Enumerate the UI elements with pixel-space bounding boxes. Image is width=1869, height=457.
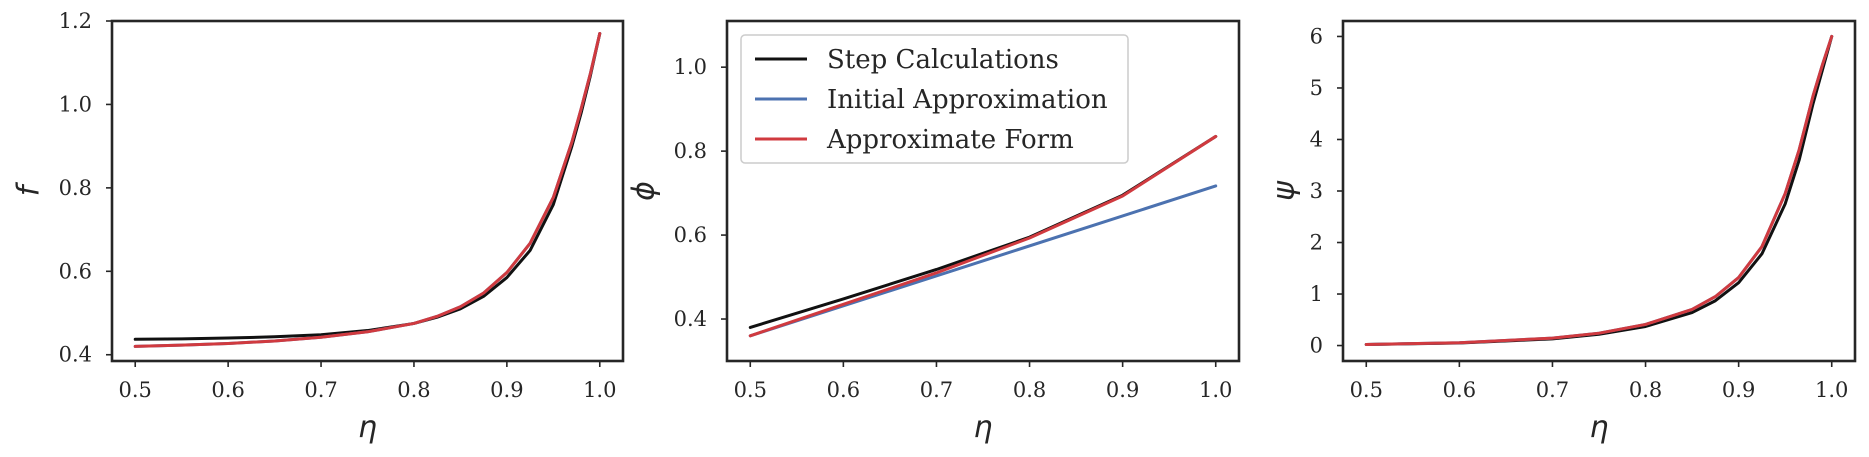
series-line-approximate-form xyxy=(1364,34,1834,347)
x-tick-label: 0.5 xyxy=(734,378,767,402)
y-tick-label: 5 xyxy=(1310,76,1323,100)
x-tick-label: 1.0 xyxy=(583,378,616,402)
y-axis-label: ϕ xyxy=(627,181,662,201)
y-tick-label: 0 xyxy=(1310,334,1323,358)
x-tick-label: 0.8 xyxy=(1013,378,1046,402)
series-line-initial-approximation xyxy=(133,32,602,348)
series-line-step-calculations xyxy=(748,134,1218,329)
y-tick-label: 4 xyxy=(1310,127,1323,151)
series-line-initial-approximation xyxy=(1364,34,1834,347)
plot-frame xyxy=(725,19,1241,363)
series-line-approximate-form xyxy=(133,32,602,348)
y-tick-label: 1 xyxy=(1310,282,1323,306)
legend-box xyxy=(740,34,1129,164)
x-tick-label: 0.8 xyxy=(397,378,430,402)
y-tick-label: 2 xyxy=(1310,231,1323,255)
series-group xyxy=(133,32,602,348)
chart-panel-2: 0.5 0.6 0.7 0.8 0.9 1.0 0.4 0.6 0.8 1.0 η ϕ Step Cal… xyxy=(627,19,1241,445)
x-tick-label: 0.6 xyxy=(1443,378,1476,402)
x-axis-label: η xyxy=(358,410,377,445)
legend-label: Approximate Form xyxy=(826,125,1074,155)
x-tick-label: 1.0 xyxy=(1199,378,1232,402)
legend-label: Step Calculations xyxy=(827,45,1059,75)
x-tick-label: 0.6 xyxy=(827,378,860,402)
legend-label: Initial Approximation xyxy=(827,85,1108,115)
chart-panel-3: 0.5 0.6 0.7 0.8 0.9 1.0 0 1 2 3 4 5 6 η ψ xyxy=(1267,19,1857,445)
y-axis-label: f xyxy=(12,181,47,196)
y-tick-label: 1.0 xyxy=(674,55,707,79)
x-tick-label: 0.9 xyxy=(1106,378,1139,402)
y-tick-label: 0.8 xyxy=(674,139,707,163)
x-tick-label: 0.7 xyxy=(304,378,337,402)
y-tick-label: 0.6 xyxy=(674,223,707,247)
y-tick-label: 6 xyxy=(1310,24,1323,48)
y-tick-label: 3 xyxy=(1310,179,1323,203)
y-tick-label: 0.4 xyxy=(674,307,707,331)
series-group xyxy=(1364,34,1834,347)
x-tick-label: 0.7 xyxy=(920,378,953,402)
y-tick-label: 0.6 xyxy=(59,259,92,283)
series-line-step-calculations xyxy=(1364,34,1834,347)
y-tick-label: 1.0 xyxy=(59,92,92,116)
chart-panel-1: 0.5 0.6 0.7 0.8 0.9 1.0 0.4 0.6 0.8 1.0 1.2 η f xyxy=(12,9,625,445)
x-tick-label: 0.9 xyxy=(490,378,523,402)
x-tick-label: 0.5 xyxy=(119,378,152,402)
series-line-approximate-form xyxy=(748,134,1218,338)
y-tick-label: 1.2 xyxy=(59,9,92,33)
series-group xyxy=(748,134,1218,338)
x-tick-label: 0.6 xyxy=(211,378,244,402)
plot-frame xyxy=(110,19,625,363)
x-tick-label: 1.0 xyxy=(1815,378,1848,402)
x-axis-label: η xyxy=(1589,410,1608,445)
x-tick-label: 0.5 xyxy=(1350,378,1383,402)
legend: Step Calculations Initial Approximation Ap… xyxy=(740,34,1129,164)
plot-frame xyxy=(1341,19,1857,363)
x-tick-label: 0.9 xyxy=(1722,378,1755,402)
x-tick-label: 0.8 xyxy=(1629,378,1662,402)
y-tick-label: 0.4 xyxy=(59,343,92,367)
y-axis-label: ψ xyxy=(1267,180,1302,201)
x-axis-label: η xyxy=(973,410,992,445)
x-tick-label: 0.7 xyxy=(1536,378,1569,402)
y-tick-label: 0.8 xyxy=(59,176,92,200)
series-line-step-calculations xyxy=(133,32,602,341)
